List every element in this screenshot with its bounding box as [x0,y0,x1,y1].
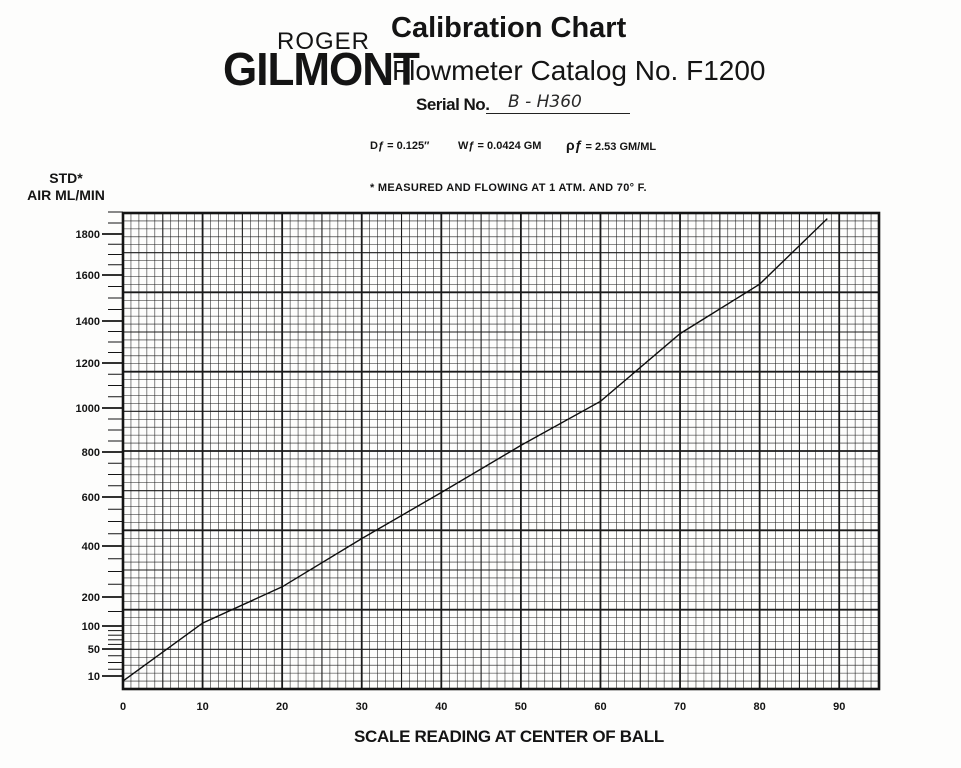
y-tick-label: 400 [82,541,100,553]
x-tick-label: 10 [196,701,208,713]
x-tick-label: 0 [120,701,126,713]
x-tick-label: 60 [594,701,606,713]
y-tick-label: 600 [82,492,100,504]
y-axis-label-line1: STD* [49,170,83,186]
y-tick-label: 1000 [76,403,100,415]
x-tick-label: 80 [754,701,766,713]
x-tick-label: 30 [356,701,368,713]
param-diameter: Dƒ = 0.125″ [370,140,430,152]
x-tick-label: 20 [276,701,288,713]
param-density: ρƒ = 2.53 GM/ML [566,137,656,153]
y-tick-label: 1200 [76,358,100,370]
brand-roger: ROGER [277,28,371,55]
x-tick-label: 70 [674,701,686,713]
density-symbol: ρƒ [566,137,583,153]
x-tick-label: 50 [515,701,527,713]
catalog-subtitle: Flowmeter Catalog No. F1200 [392,55,766,86]
calibration-line [122,218,828,682]
brand-gilmont-logo: GILMONT [223,44,420,96]
y-axis-label-line2: AIR ML/MIN [27,187,105,203]
density-value: = 2.53 GM/ML [585,141,657,153]
x-axis-ticks: 0 10 20 30 40 50 60 70 80 90 [120,701,845,713]
x-tick-label: 40 [435,701,447,713]
y-tick-label: 1800 [76,229,100,241]
y-tick-label: 1600 [76,270,100,282]
y-axis-label: STD* AIR ML/MIN [10,170,122,204]
x-tick-label: 90 [833,701,845,713]
y-tick-label: 200 [82,592,100,604]
chart-series [122,218,828,682]
y-axis-ticks: 10 50 100 200 400 600 800 1000 1200 1400 1600 1800 [76,211,123,683]
measurement-note: * MEASURED AND FLOWING AT 1 ATM. AND 70°… [370,182,647,194]
y-tick-label: 100 [82,621,100,633]
x-axis-label: SCALE READING AT CENTER OF BALL [354,727,664,746]
y-tick-label: 1400 [76,316,100,328]
y-tick-label: 10 [88,671,100,683]
y-tick-label: 800 [82,447,100,459]
param-weight: Wƒ = 0.0424 GM [458,140,542,152]
chart-title: Calibration Chart [391,12,627,44]
serial-label: Serial No. [416,95,490,114]
plot-frame [121,211,881,691]
serial-value: B - H360 [486,92,630,114]
y-tick-label: 50 [88,644,100,656]
chart-grid [121,211,881,691]
